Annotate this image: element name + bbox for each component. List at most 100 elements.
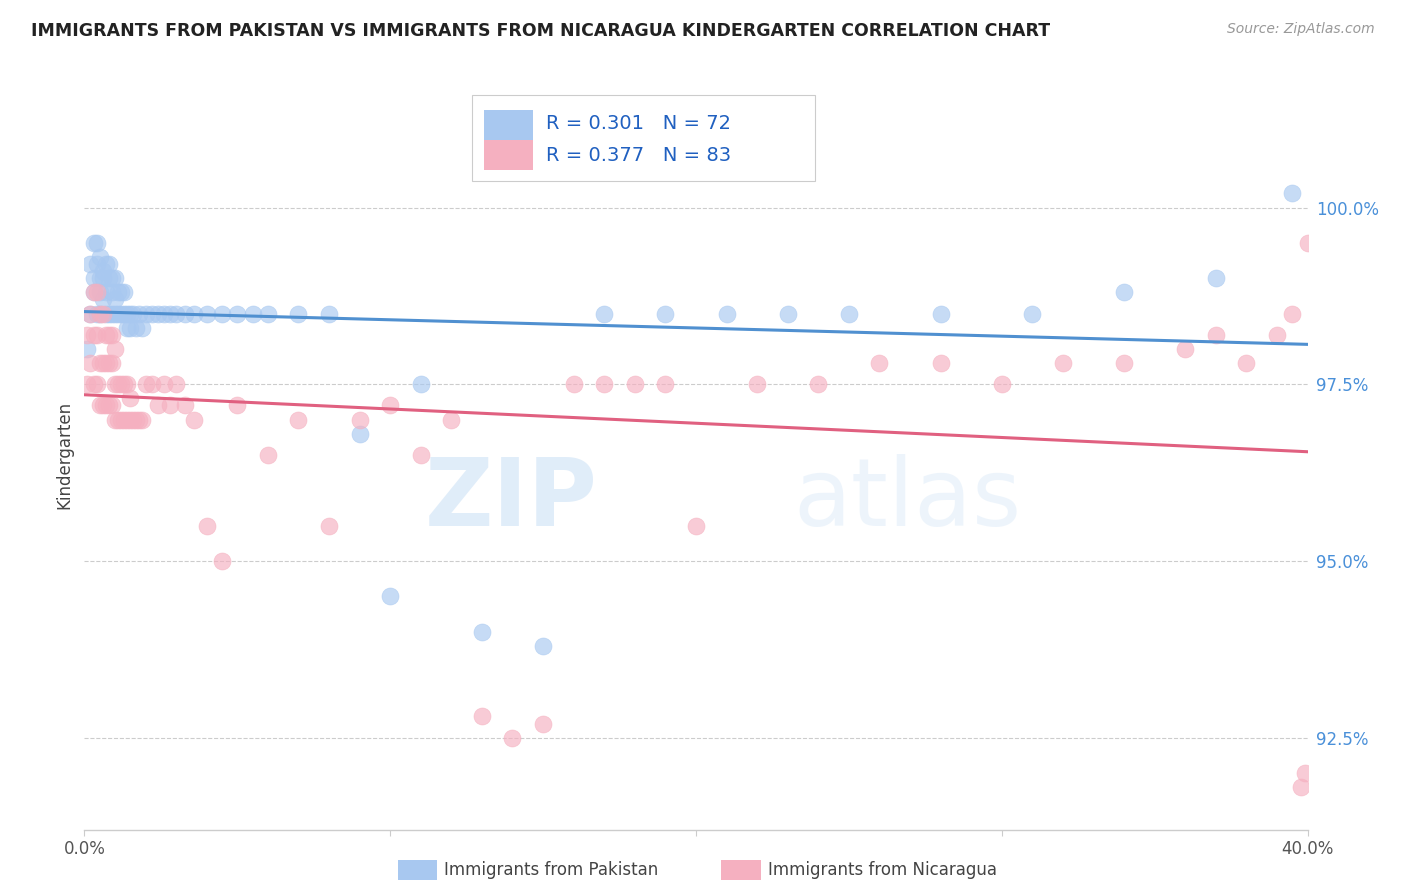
Point: [104, 293, 127, 307]
Point: [929, 307, 952, 321]
Point: [929, 356, 952, 370]
Point: [242, 307, 264, 321]
Point: [1114, 285, 1136, 300]
Point: [86, 235, 108, 250]
Point: [593, 307, 616, 321]
Point: [120, 307, 142, 321]
Point: [174, 307, 197, 321]
Point: [89, 250, 111, 264]
Point: [531, 639, 554, 653]
Point: [562, 377, 585, 392]
Point: [991, 377, 1014, 392]
Point: [838, 307, 860, 321]
Point: [531, 716, 554, 731]
Point: [91, 271, 114, 285]
Point: [79, 356, 101, 370]
Point: [94, 307, 117, 321]
Point: [101, 356, 124, 370]
Point: [349, 426, 371, 441]
Point: [1296, 235, 1319, 250]
Point: [115, 307, 138, 321]
Point: [195, 518, 218, 533]
Point: [104, 412, 127, 426]
Point: [128, 412, 150, 426]
Point: [440, 412, 463, 426]
Point: [1021, 307, 1043, 321]
Point: [1205, 271, 1227, 285]
Point: [83, 377, 105, 392]
Text: IMMIGRANTS FROM PAKISTAN VS IMMIGRANTS FROM NICARAGUA KINDERGARTEN CORRELATION C: IMMIGRANTS FROM PAKISTAN VS IMMIGRANTS F…: [31, 22, 1050, 40]
Point: [654, 307, 676, 321]
FancyBboxPatch shape: [484, 140, 533, 170]
Text: R = 0.301   N = 72: R = 0.301 N = 72: [546, 114, 731, 133]
Point: [1114, 356, 1136, 370]
Point: [1291, 780, 1313, 794]
Point: [107, 412, 129, 426]
Text: Immigrants from Nicaragua: Immigrants from Nicaragua: [768, 861, 997, 879]
Point: [211, 307, 233, 321]
Point: [153, 377, 176, 392]
Text: atlas: atlas: [794, 454, 1022, 546]
Point: [165, 307, 187, 321]
Point: [226, 399, 249, 413]
Point: [76, 377, 98, 392]
Point: [97, 307, 120, 321]
Point: [101, 271, 124, 285]
Point: [97, 271, 120, 285]
Point: [89, 307, 111, 321]
Point: [104, 377, 127, 392]
Point: [502, 731, 524, 745]
Point: [94, 356, 117, 370]
Point: [83, 327, 105, 342]
Point: [593, 377, 616, 392]
Point: [104, 271, 127, 285]
Point: [318, 307, 340, 321]
Point: [195, 307, 218, 321]
Point: [120, 392, 142, 406]
Point: [174, 399, 197, 413]
Point: [97, 356, 120, 370]
Point: [97, 327, 120, 342]
Point: [183, 307, 205, 321]
Point: [471, 624, 494, 639]
Point: [104, 307, 127, 321]
Point: [1174, 342, 1197, 356]
Point: [94, 257, 117, 271]
Point: [125, 412, 148, 426]
Point: [89, 356, 111, 370]
Point: [79, 307, 101, 321]
Point: [94, 399, 117, 413]
Point: [110, 285, 132, 300]
Point: [115, 412, 138, 426]
Point: [94, 285, 117, 300]
Text: ZIP: ZIP: [425, 454, 598, 546]
Point: [409, 377, 432, 392]
Point: [101, 307, 124, 321]
Point: [86, 377, 108, 392]
Point: [112, 285, 135, 300]
Point: [89, 307, 111, 321]
Point: [1236, 356, 1258, 370]
Point: [122, 412, 145, 426]
Point: [115, 320, 138, 334]
Point: [159, 399, 181, 413]
Point: [76, 342, 98, 356]
Point: [83, 285, 105, 300]
Point: [135, 377, 157, 392]
Y-axis label: Kindergarten: Kindergarten: [55, 401, 73, 509]
Point: [110, 307, 132, 321]
Point: [1205, 327, 1227, 342]
Point: [1265, 327, 1288, 342]
Point: [165, 377, 187, 392]
Point: [107, 307, 129, 321]
Point: [869, 356, 891, 370]
Point: [122, 307, 145, 321]
Point: [471, 709, 494, 723]
Point: [107, 377, 129, 392]
Point: [112, 307, 135, 321]
Point: [226, 307, 249, 321]
Point: [654, 377, 676, 392]
Point: [91, 307, 114, 321]
Point: [115, 377, 138, 392]
Point: [685, 518, 707, 533]
